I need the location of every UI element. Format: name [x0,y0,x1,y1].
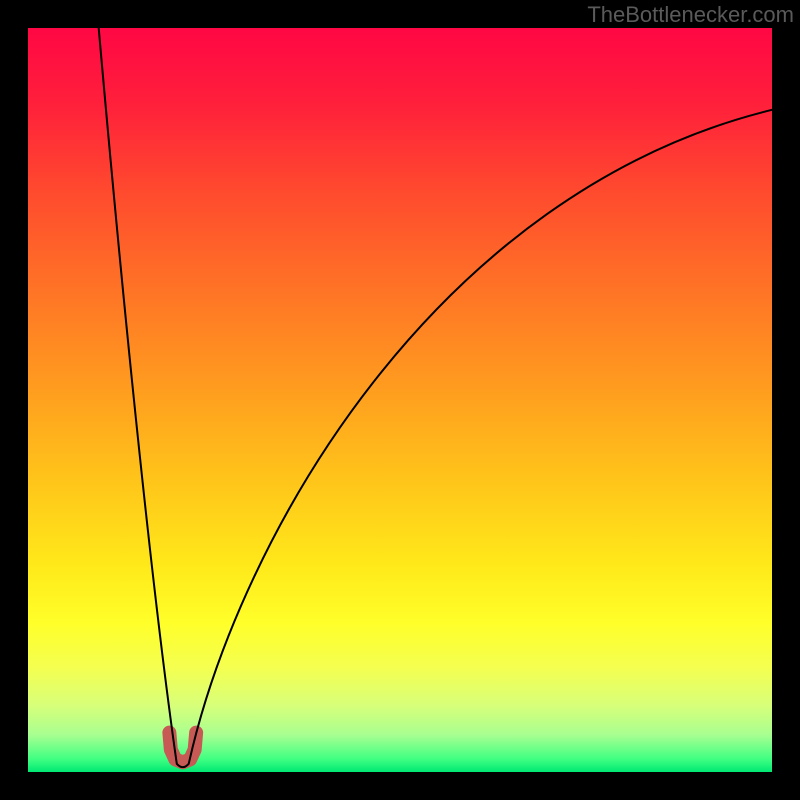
curve-layer [28,28,772,772]
watermark-text: TheBottlenecker.com [587,2,794,28]
plot-area [28,28,772,772]
bottleneck-curve [99,28,772,767]
